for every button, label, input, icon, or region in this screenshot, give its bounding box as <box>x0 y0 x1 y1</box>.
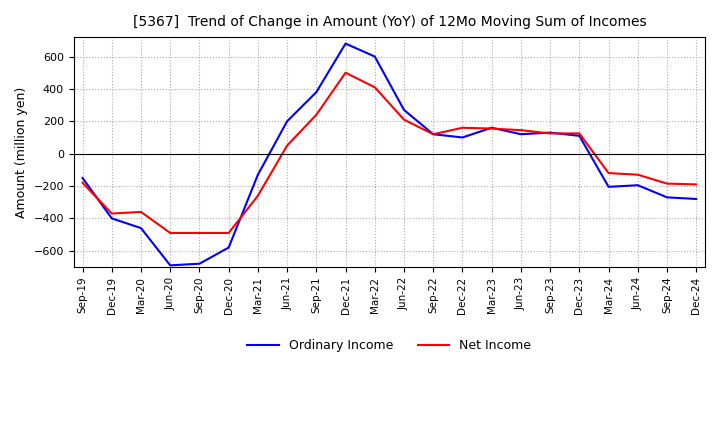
Ordinary Income <box>312 89 320 95</box>
Ordinary Income <box>662 195 671 200</box>
Net Income <box>283 143 292 148</box>
Net Income <box>341 70 350 75</box>
Ordinary Income <box>341 41 350 46</box>
Title: [5367]  Trend of Change in Amount (YoY) of 12Mo Moving Sum of Incomes: [5367] Trend of Change in Amount (YoY) o… <box>132 15 647 29</box>
Line: Ordinary Income: Ordinary Income <box>83 44 696 265</box>
Ordinary Income <box>400 107 408 113</box>
Ordinary Income <box>604 184 613 190</box>
Net Income <box>137 209 145 215</box>
Legend: Ordinary Income, Net Income: Ordinary Income, Net Income <box>243 334 536 357</box>
Net Income <box>487 126 496 131</box>
Ordinary Income <box>137 225 145 231</box>
Ordinary Income <box>253 172 262 177</box>
Line: Net Income: Net Income <box>83 73 696 233</box>
Net Income <box>166 230 174 235</box>
Net Income <box>195 230 204 235</box>
Net Income <box>429 132 438 137</box>
Net Income <box>575 131 584 136</box>
Net Income <box>253 193 262 198</box>
Net Income <box>692 182 701 187</box>
Ordinary Income <box>575 133 584 139</box>
Ordinary Income <box>195 261 204 266</box>
Net Income <box>604 170 613 176</box>
Net Income <box>312 112 320 117</box>
Net Income <box>107 211 116 216</box>
Net Income <box>400 117 408 122</box>
Ordinary Income <box>371 54 379 59</box>
Net Income <box>371 84 379 90</box>
Y-axis label: Amount (million yen): Amount (million yen) <box>15 86 28 218</box>
Ordinary Income <box>107 216 116 221</box>
Net Income <box>546 131 554 136</box>
Ordinary Income <box>166 263 174 268</box>
Ordinary Income <box>692 196 701 202</box>
Ordinary Income <box>487 125 496 130</box>
Ordinary Income <box>546 130 554 135</box>
Net Income <box>78 180 87 185</box>
Net Income <box>662 181 671 186</box>
Net Income <box>634 172 642 177</box>
Ordinary Income <box>283 119 292 124</box>
Net Income <box>458 125 467 130</box>
Ordinary Income <box>516 132 525 137</box>
Ordinary Income <box>634 183 642 188</box>
Net Income <box>516 128 525 133</box>
Ordinary Income <box>429 132 438 137</box>
Ordinary Income <box>78 175 87 180</box>
Net Income <box>225 230 233 235</box>
Ordinary Income <box>458 135 467 140</box>
Ordinary Income <box>225 245 233 250</box>
